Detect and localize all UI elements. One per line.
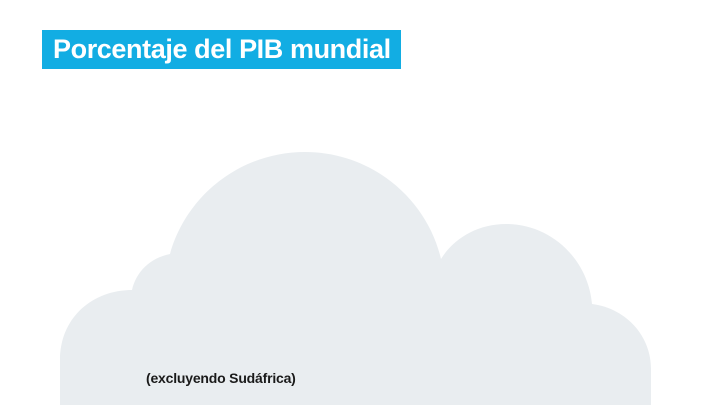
- chart-footnote: (excluyendo Sudáfrica): [146, 370, 296, 386]
- chart-title: Porcentaje del PIB mundial: [53, 34, 391, 64]
- chart-title-banner: Porcentaje del PIB mundial: [42, 30, 401, 69]
